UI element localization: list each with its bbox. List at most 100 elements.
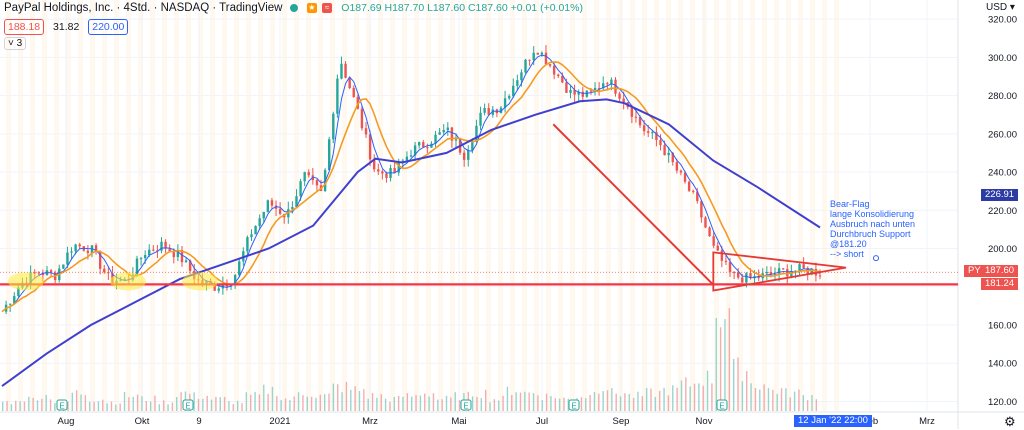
candle-body xyxy=(683,172,687,182)
gear-icon[interactable]: ⚙ xyxy=(1004,414,1016,429)
volume-bar xyxy=(267,393,269,411)
volume-bar xyxy=(637,391,639,411)
volume-bar xyxy=(624,393,626,411)
volume-bar xyxy=(302,395,304,411)
volume-bar xyxy=(511,394,513,411)
candle-body xyxy=(86,250,90,254)
session-band xyxy=(138,0,143,411)
candle-body xyxy=(499,107,503,114)
candle-body xyxy=(315,180,319,186)
earnings-icon xyxy=(716,399,728,411)
candle-body xyxy=(295,196,298,207)
last-price-tag: 187.60 xyxy=(981,265,1019,277)
session-band xyxy=(6,0,11,411)
volume-bar xyxy=(563,397,565,411)
sell-price-box[interactable]: 188.18 xyxy=(4,19,45,35)
candle-body xyxy=(769,271,773,275)
volume-bar xyxy=(654,397,657,411)
earnings-icon xyxy=(568,399,580,411)
volume-bar xyxy=(589,394,591,411)
indicators-toggle[interactable]: ˅ 3 xyxy=(4,37,27,50)
volume-bar xyxy=(432,393,435,411)
earnings-icon-label: E xyxy=(59,402,64,411)
candle-body xyxy=(675,162,679,171)
volume-bar xyxy=(772,389,774,411)
volume-bar xyxy=(310,396,313,411)
volume-bar xyxy=(541,400,543,411)
chart-annotation[interactable]: Bear-Flag lange Konsolidierung Ausbruch … xyxy=(830,199,916,259)
session-band xyxy=(114,0,119,411)
session-band xyxy=(606,0,611,411)
currency-selector[interactable]: USD ▾ xyxy=(986,2,1015,13)
volume-bar xyxy=(545,393,548,411)
volume-bar xyxy=(611,388,613,411)
candle-body xyxy=(462,152,466,160)
volume-bar xyxy=(489,402,491,411)
candle-body xyxy=(732,272,736,274)
volume-bar xyxy=(376,397,378,411)
volume-bar xyxy=(645,387,648,411)
volume-bar xyxy=(445,395,448,411)
volume-bar xyxy=(802,395,804,411)
candle-body xyxy=(528,59,531,61)
session-band xyxy=(378,0,383,411)
flag-icon[interactable]: ★ xyxy=(306,2,317,13)
cursor-date-tag: 12 Jan '22 22:00 xyxy=(794,415,872,427)
volume-bar xyxy=(36,400,39,411)
session-band xyxy=(18,0,23,411)
x-tick-label: Mrz xyxy=(362,416,378,427)
volume-bar xyxy=(663,387,665,411)
candle-body xyxy=(385,173,388,178)
session-band xyxy=(246,0,251,411)
x-tick-label: 9 xyxy=(196,416,201,427)
candle-body xyxy=(630,107,634,117)
volume-bar xyxy=(71,392,74,411)
candle-body xyxy=(74,244,77,252)
volume-bar xyxy=(149,401,152,411)
volume-bar xyxy=(715,317,717,411)
support-price-tag: 181.24 xyxy=(981,278,1019,290)
candle-body xyxy=(749,273,752,279)
volume-bar xyxy=(271,386,274,411)
volume-bar xyxy=(615,393,617,411)
volume-bar xyxy=(67,401,69,411)
volume-bar xyxy=(236,400,239,411)
candle-body xyxy=(270,200,274,206)
candle-body xyxy=(573,89,576,95)
volume-bar xyxy=(97,401,100,411)
session-band xyxy=(426,0,431,411)
volume-bar xyxy=(458,400,461,411)
candle-body xyxy=(238,261,241,276)
volume-bar xyxy=(567,398,570,411)
x-tick-label: Mrz xyxy=(919,416,935,427)
candle-body xyxy=(262,211,265,219)
volume-bar xyxy=(524,391,526,411)
drawings-layer[interactable] xyxy=(0,123,958,292)
compare-icon[interactable]: ≈ xyxy=(322,2,333,13)
candle-body xyxy=(810,268,814,275)
candle-body xyxy=(98,251,102,269)
candle-body xyxy=(565,82,568,93)
volume-bar xyxy=(241,403,243,411)
candle-body xyxy=(577,91,580,95)
volume-bar xyxy=(815,399,818,411)
session-band xyxy=(678,0,683,411)
candle-body xyxy=(512,85,515,97)
session-band xyxy=(330,0,335,411)
earnings-icon-label: E xyxy=(463,402,468,411)
candle-body xyxy=(532,52,535,61)
x-tick-label: Nov xyxy=(696,416,713,427)
session-band xyxy=(90,0,95,411)
candle-body xyxy=(213,283,216,291)
volume-bar xyxy=(454,392,456,411)
market-status-icon xyxy=(289,3,298,12)
session-band xyxy=(774,0,779,411)
candle-body xyxy=(475,125,478,142)
candle-body xyxy=(700,201,703,218)
buy-price-box[interactable]: 220.00 xyxy=(88,19,129,35)
volume-bar xyxy=(763,384,765,411)
candle-body xyxy=(254,225,257,235)
session-band xyxy=(822,0,827,411)
volume-bar xyxy=(806,400,809,411)
